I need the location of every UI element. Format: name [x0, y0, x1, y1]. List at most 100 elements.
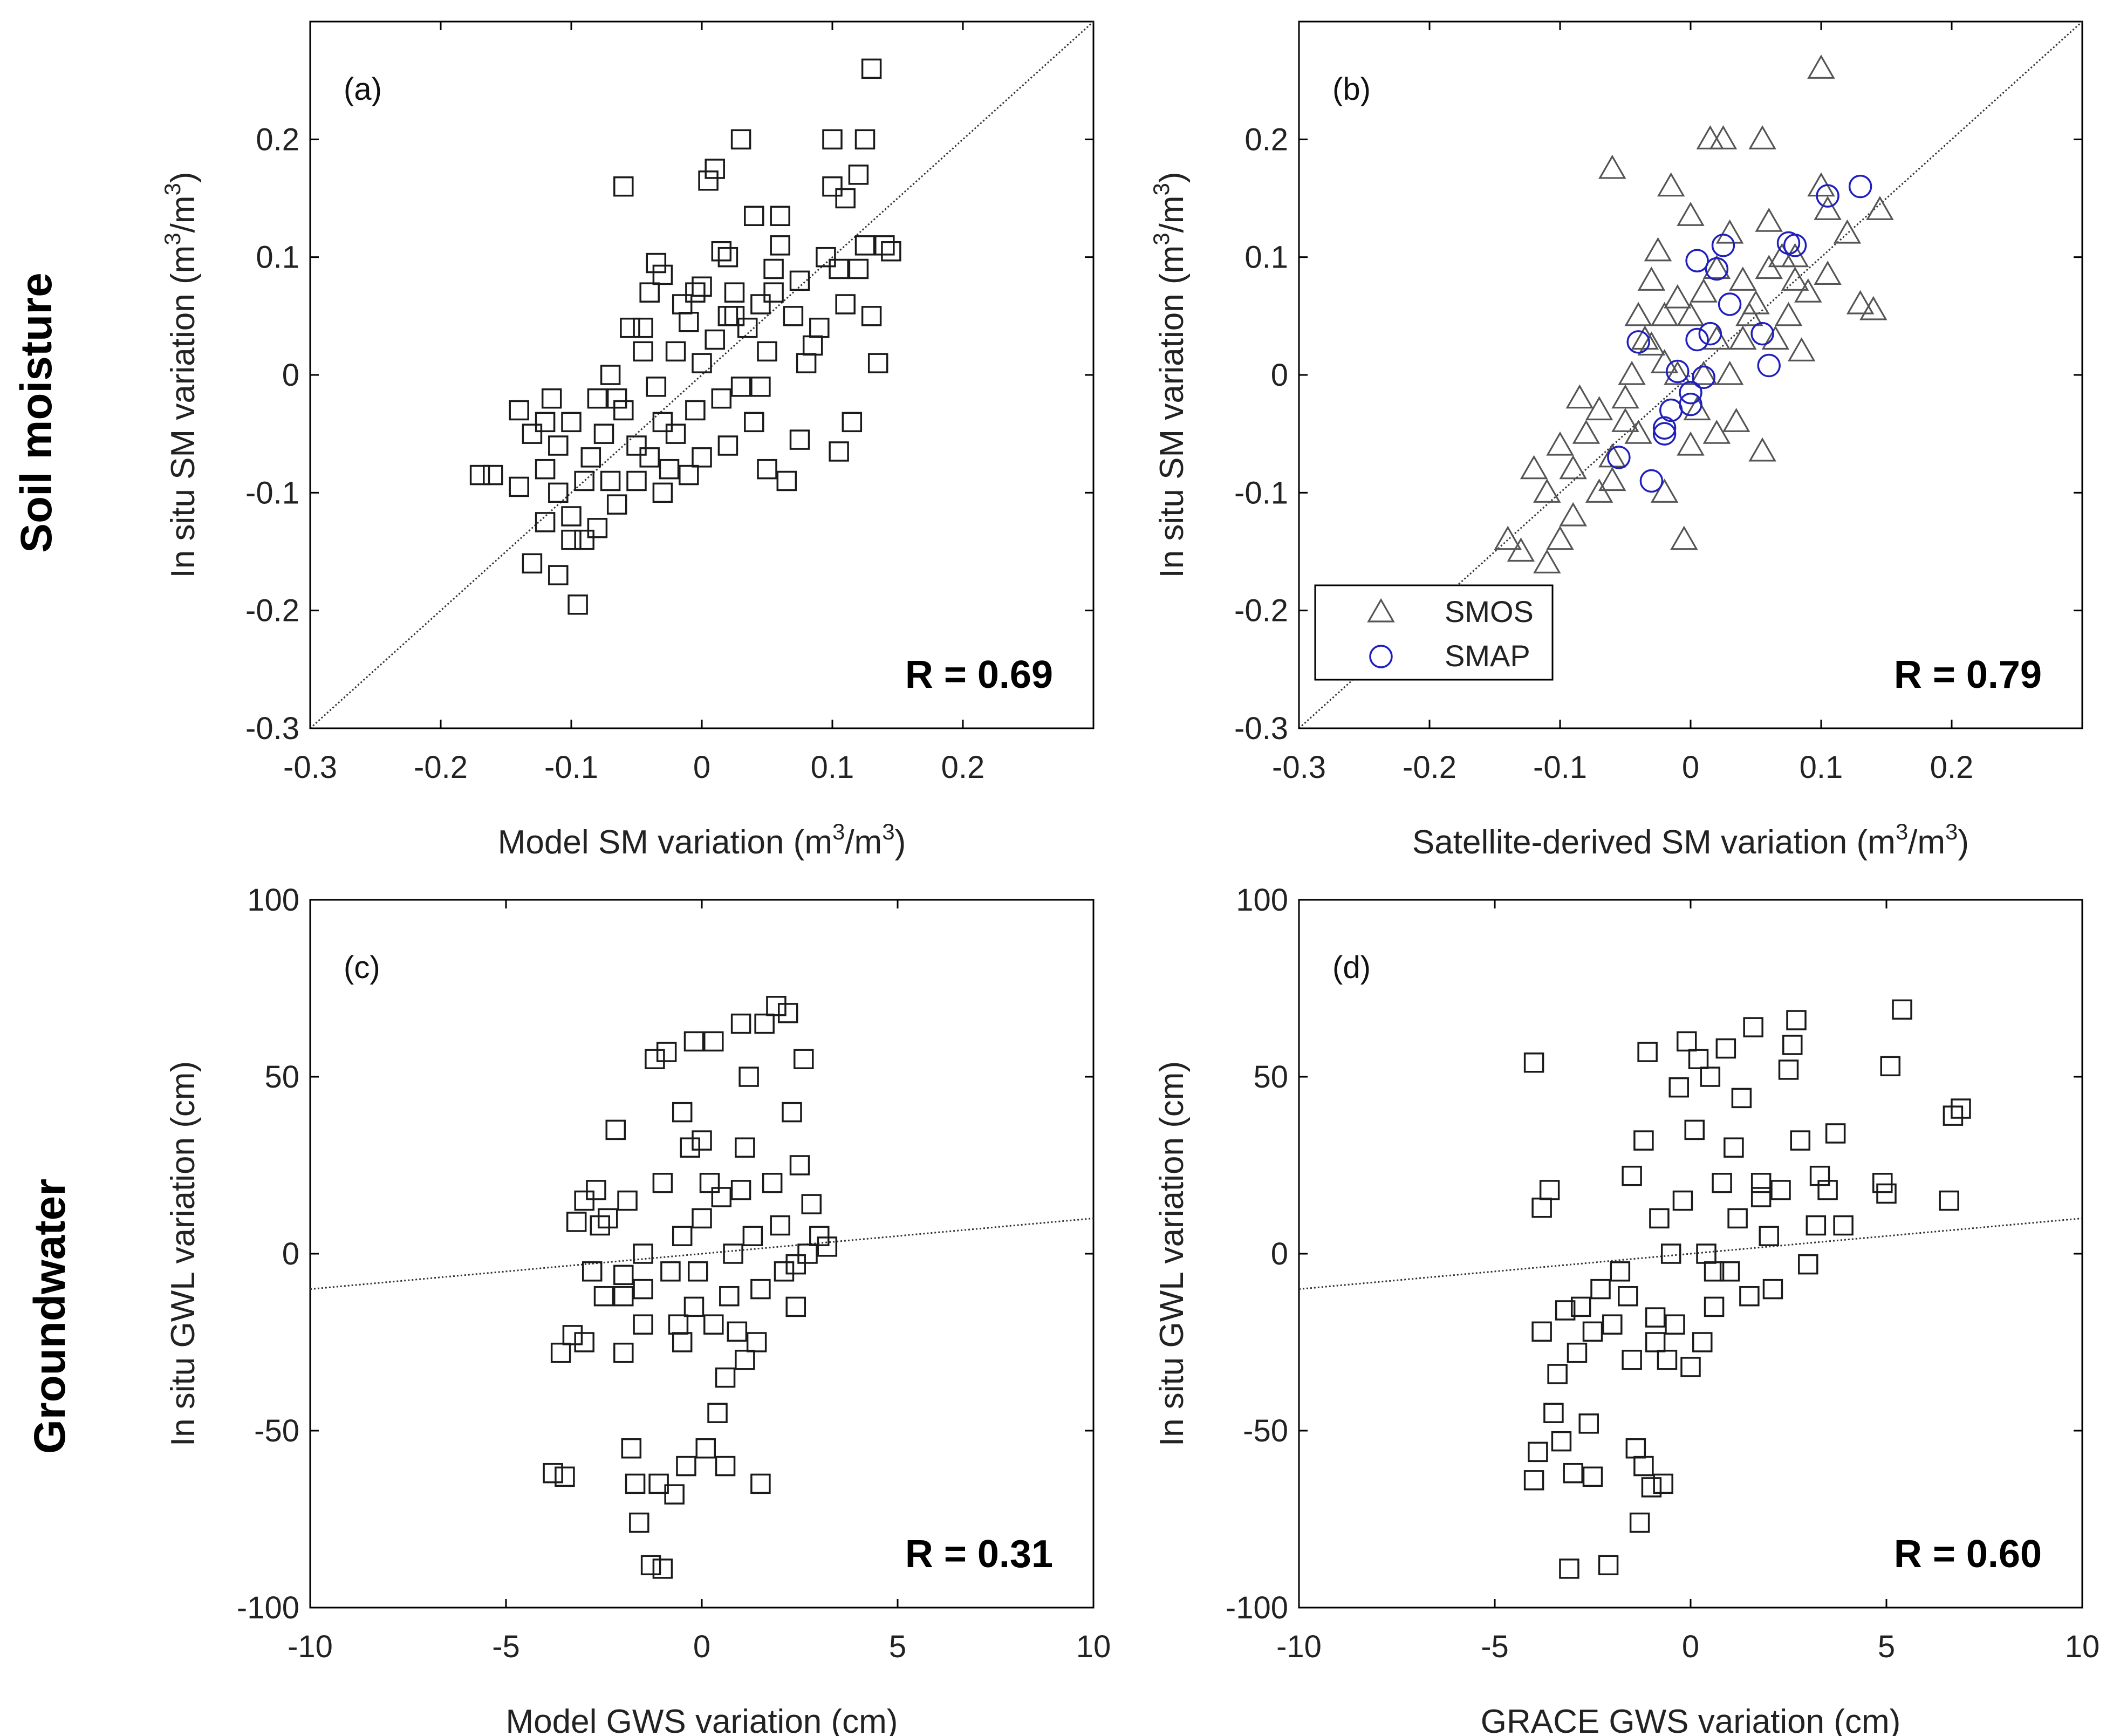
- data-point: [1705, 257, 1729, 281]
- data-point: [703, 1031, 724, 1052]
- data-point: [1719, 1261, 1740, 1282]
- data-point: [738, 1067, 759, 1087]
- data-point: [1702, 325, 1731, 350]
- data-point: [1833, 1215, 1854, 1236]
- data-point: [605, 1119, 626, 1140]
- data-point: [1684, 1119, 1705, 1140]
- data-point: [621, 1438, 642, 1459]
- y-tick-label: 0.2: [256, 122, 299, 157]
- data-point: [719, 1286, 740, 1307]
- data-point: [652, 1173, 673, 1193]
- data-point: [665, 341, 686, 362]
- data-point: [802, 335, 823, 356]
- data-point: [1610, 1261, 1631, 1282]
- data-point: [664, 1484, 685, 1505]
- data-point: [1794, 278, 1822, 303]
- data-point: [1685, 327, 1709, 352]
- data-point: [1578, 1413, 1599, 1434]
- data-point: [1598, 1555, 1619, 1576]
- data-point: [1645, 1332, 1666, 1352]
- data-point: [1702, 255, 1731, 279]
- data-point: [785, 1296, 806, 1317]
- data-point: [1633, 1130, 1654, 1151]
- data-point: [796, 353, 817, 373]
- data-point: [1507, 537, 1535, 562]
- panel-b: -0.3 -0.2 -0.1 0 0.1 0.2 -0.3 -0.2 -0.1 0 0.1 0.2 (b…: [1148, 20, 2083, 861]
- data-point: [711, 1187, 732, 1207]
- data-point: [1652, 422, 1677, 446]
- data-point: [593, 1286, 614, 1307]
- axis-label-part: /m: [1908, 824, 1945, 861]
- axis-label-part: 3: [160, 183, 185, 195]
- data-point: [1696, 125, 1725, 149]
- data-point: [606, 388, 627, 409]
- data-point: [1679, 392, 1702, 416]
- data-point: [1825, 1123, 1846, 1144]
- y-tick-label: 100: [1236, 883, 1288, 918]
- data-point: [1570, 1296, 1591, 1317]
- x-tick-label: 0: [1682, 750, 1699, 785]
- data-point: [1585, 479, 1613, 503]
- data-point: [861, 306, 882, 326]
- data-point: [1598, 154, 1626, 179]
- data-point: [1817, 1180, 1838, 1200]
- x-tick-label: 5: [1878, 1629, 1895, 1664]
- data-point: [1742, 290, 1770, 315]
- data-point: [717, 435, 738, 456]
- legend-box: [1314, 584, 1554, 681]
- data-point: [1809, 1165, 1830, 1186]
- axis-label-part: Model SM variation (m: [498, 824, 832, 861]
- data-point: [717, 306, 738, 326]
- data-point: [763, 282, 784, 303]
- y-axis-label: In situ GWL variation (cm): [165, 1061, 202, 1446]
- data-point: [606, 494, 627, 515]
- data-point: [652, 412, 673, 433]
- data-point: [652, 264, 673, 285]
- data-point: [522, 423, 543, 444]
- data-point: [1672, 1190, 1693, 1211]
- data-point: [848, 258, 869, 279]
- data-point: [620, 317, 640, 338]
- data-point: [1641, 1477, 1662, 1498]
- y-tick-label: -0.2: [1234, 593, 1288, 628]
- data-point: [1585, 396, 1613, 421]
- axis-label-part: /m: [165, 196, 202, 233]
- axis-label-part: In situ SM variation (m: [165, 245, 202, 578]
- data-point: [645, 1049, 665, 1069]
- axis-label-part: 3: [1148, 233, 1174, 245]
- data-point: [730, 377, 751, 397]
- data-point: [1590, 1279, 1611, 1300]
- data-point: [1652, 416, 1677, 440]
- data-point: [1859, 296, 1888, 320]
- data-point: [1755, 255, 1783, 279]
- data-point: [1657, 1350, 1678, 1370]
- data-point: [757, 341, 777, 362]
- data-point: [1729, 266, 1757, 291]
- data-point: [754, 1013, 775, 1034]
- legend-marker: [1367, 598, 1395, 623]
- data-point: [1690, 360, 1718, 385]
- data-point: [848, 165, 869, 185]
- data-point: [750, 294, 771, 315]
- data-point: [1602, 1314, 1623, 1335]
- data-point: [1676, 1031, 1697, 1052]
- data-point: [582, 1261, 603, 1282]
- data-point: [548, 565, 569, 585]
- data-point: [1696, 1243, 1716, 1264]
- data-point: [1722, 408, 1750, 432]
- data-point: [829, 258, 849, 279]
- axis-label-part: In situ GWL variation (cm): [1153, 1061, 1191, 1446]
- data-point: [724, 306, 745, 326]
- x-tick-label: -0.2: [1403, 750, 1456, 785]
- data-point: [842, 412, 863, 433]
- one-to-one-line: [309, 20, 1095, 729]
- data-point: [1637, 266, 1666, 291]
- data-point: [750, 377, 771, 397]
- data-point: [1951, 1098, 1971, 1119]
- data-point: [1551, 1431, 1572, 1452]
- data-point: [854, 129, 876, 150]
- data-point: [633, 1314, 653, 1335]
- data-point: [854, 235, 876, 256]
- data-point: [1543, 1403, 1564, 1423]
- data-point: [567, 594, 588, 615]
